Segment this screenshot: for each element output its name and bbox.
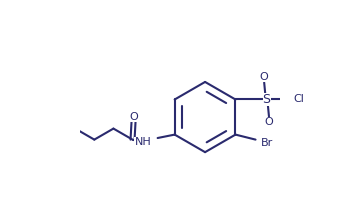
Text: NH: NH — [134, 137, 151, 147]
Text: S: S — [262, 93, 271, 106]
Text: Cl: Cl — [294, 95, 305, 104]
Text: O: O — [265, 117, 273, 127]
Text: O: O — [260, 73, 269, 82]
Text: Br: Br — [261, 138, 273, 148]
Text: O: O — [129, 112, 138, 122]
